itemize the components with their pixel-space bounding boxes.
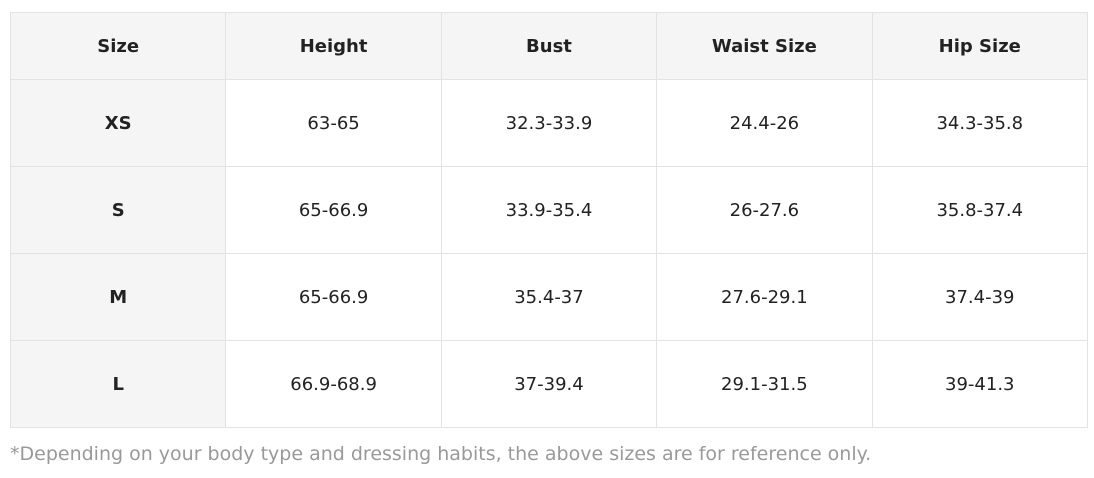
cell: 27.6-29.1 (656, 253, 873, 341)
cell: 24.4-26 (656, 79, 873, 167)
cell: 63-65 (225, 79, 442, 167)
cell: 65-66.9 (225, 166, 442, 254)
header-cell: Waist Size (656, 12, 873, 80)
header-row: Size Height Bust Waist Size Hip Size (9, 12, 1089, 80)
cell: 26-27.6 (656, 166, 873, 254)
cell: 35.8-37.4 (871, 166, 1089, 254)
cell: 29.1-31.5 (656, 340, 873, 428)
cell: 33.9-35.4 (440, 166, 658, 254)
cell: 35.4-37 (440, 253, 658, 341)
footnote: *Depending on your body type and dressin… (10, 443, 872, 465)
table-row: S 65-66.9 33.9-35.4 26-27.6 35.8-37.4 (9, 166, 1089, 254)
size-cell: M (9, 253, 227, 341)
header-cell: Bust (440, 12, 658, 80)
size-table: Size Height Bust Waist Size Hip Size XS 63-65… (9, 12, 1089, 428)
header-cell: Hip Size (871, 12, 1089, 80)
cell: 32.3-33.9 (440, 79, 658, 167)
cell: 65-66.9 (225, 253, 442, 341)
table-row: L 66.9-68.9 37-39.4 29.1-31.5 39-41.3 (9, 340, 1089, 428)
size-cell: XS (9, 79, 227, 167)
cell: 34.3-35.8 (871, 79, 1089, 167)
header-cell: Size (9, 12, 227, 80)
cell: 37-39.4 (440, 340, 658, 428)
table-row: XS 63-65 32.3-33.9 24.4-26 34.3-35.8 (9, 79, 1089, 167)
size-cell: L (9, 340, 227, 428)
cell: 39-41.3 (871, 340, 1089, 428)
table-row: M 65-66.9 35.4-37 27.6-29.1 37.4-39 (9, 253, 1089, 341)
cell: 66.9-68.9 (225, 340, 442, 428)
table-body: XS 63-65 32.3-33.9 24.4-26 34.3-35.8 S 65-66.9… (9, 79, 1089, 428)
header-cell: Height (225, 12, 442, 80)
size-cell: S (9, 166, 227, 254)
cell: 37.4-39 (871, 253, 1089, 341)
